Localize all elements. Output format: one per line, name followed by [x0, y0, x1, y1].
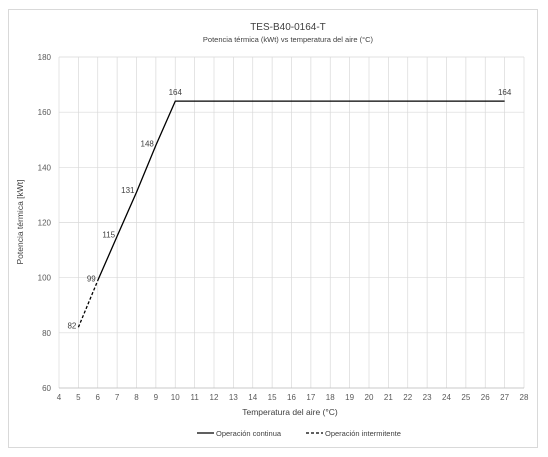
data-label: 82: [67, 321, 76, 330]
y-tick-label: 80: [42, 329, 51, 338]
data-label: 164: [169, 88, 183, 97]
x-tick-label: 26: [481, 393, 490, 402]
y-tick-label: 140: [38, 163, 52, 172]
data-label: 148: [141, 139, 155, 148]
x-tick-label: 23: [423, 393, 432, 402]
x-tick-label: 15: [268, 393, 277, 402]
x-tick-label: 13: [229, 393, 238, 402]
x-tick-label: 12: [210, 393, 219, 402]
y-axis-label: Potencia térmica [kWt]: [15, 179, 25, 264]
data-label: 115: [102, 230, 115, 239]
x-tick-label: 16: [287, 393, 296, 402]
x-tick-label: 9: [154, 393, 159, 402]
data-label: 164: [498, 88, 512, 97]
x-tick-label: 21: [384, 393, 393, 402]
data-labels: 82 99 115 131 148 164 164: [67, 88, 511, 330]
legend-label-continuous: Operación continua: [216, 429, 282, 438]
chart-subtitle: Potencia térmica (kWt) vs temperatura de…: [203, 35, 374, 44]
x-tick-label: 7: [115, 393, 120, 402]
x-tick-label: 11: [190, 393, 199, 402]
y-tick-label: 180: [38, 53, 52, 62]
x-tick-label: 5: [76, 393, 81, 402]
data-label: 99: [87, 274, 96, 283]
series-lines: [77, 100, 505, 328]
series-line-continuous: [97, 100, 505, 281]
x-axis-label: Temperatura del aire (°C): [242, 407, 338, 417]
data-label: 131: [121, 186, 135, 195]
x-tick-label: 24: [442, 393, 451, 402]
chart-frame: [8, 9, 538, 448]
y-tick-label: 100: [38, 274, 52, 283]
series-line-intermittent: [77, 280, 99, 328]
x-tick-label: 14: [248, 393, 257, 402]
legend-label-intermittent: Operación intermitente: [325, 429, 401, 438]
x-tick-label: 19: [345, 393, 354, 402]
x-tick-label: 4: [57, 393, 62, 402]
grid: [58, 56, 525, 389]
x-tick-label: 10: [171, 393, 180, 402]
x-tick-label: 8: [134, 393, 139, 402]
x-tick-label: 20: [365, 393, 374, 402]
legend: Operación continua Operación intermitente: [197, 429, 401, 438]
x-axis-ticks: 4 5 6 7 8 9 10 11 12 13 14 15 16 17 18 19 20 21 22 23 24 25 26…: [57, 393, 529, 402]
y-tick-label: 120: [38, 219, 52, 228]
y-axis-ticks: 60 80 100 120 140 160 180: [38, 53, 52, 393]
x-tick-label: 28: [520, 393, 529, 402]
x-tick-label: 18: [326, 393, 335, 402]
x-tick-label: 27: [500, 393, 509, 402]
y-tick-label: 160: [38, 108, 52, 117]
x-tick-label: 22: [403, 393, 412, 402]
x-tick-label: 17: [306, 393, 315, 402]
y-tick-label: 60: [42, 384, 51, 393]
x-tick-label: 6: [96, 393, 101, 402]
x-tick-label: 25: [461, 393, 470, 402]
chart-title: TES-B40-0164-T: [250, 22, 326, 33]
